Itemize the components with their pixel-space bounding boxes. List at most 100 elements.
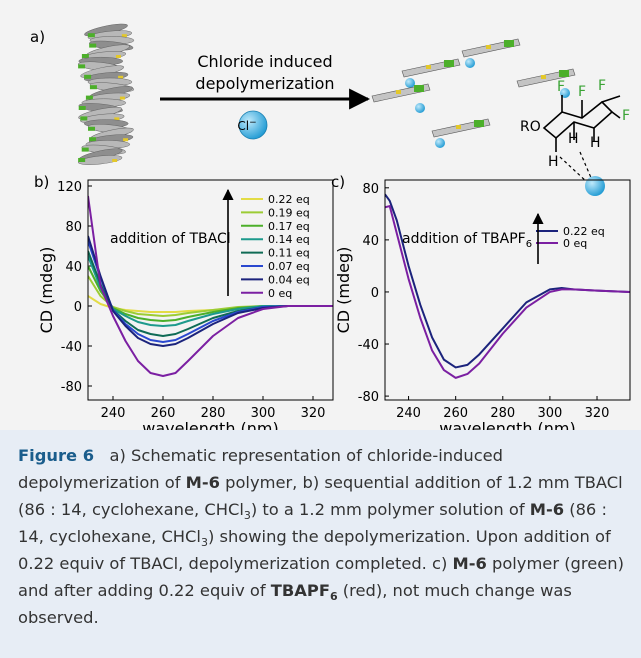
panel-label: b)	[34, 173, 49, 191]
struct-h: H	[568, 131, 579, 147]
monomer-yellow	[541, 75, 546, 79]
monomer-green	[504, 40, 514, 47]
helix-yellow	[123, 138, 129, 142]
annotation-sub: 6	[526, 239, 532, 250]
panel-label: a)	[30, 28, 45, 46]
y-tick-label: 120	[57, 180, 82, 195]
caption-bold: M-6	[185, 473, 220, 492]
plot-area	[385, 193, 630, 379]
monomer-ion	[435, 138, 445, 148]
series-line	[385, 205, 630, 379]
annotation-text: addition of TBAPF	[402, 231, 526, 247]
plot-frame	[87, 179, 334, 401]
ion-base: Cl	[237, 119, 249, 133]
ion-label: Cl−	[237, 118, 256, 133]
monomer-yellow	[486, 45, 491, 49]
x-tick-label: 300	[537, 406, 562, 421]
caption-bold: M-6	[529, 500, 565, 519]
x-tick-label: 280	[201, 406, 226, 421]
legend-label: 0 eq	[268, 287, 292, 300]
monomer-ion	[415, 103, 425, 113]
caption-plain: (red), not much change was observed.	[18, 581, 578, 627]
x-tick-label: 260	[151, 406, 176, 421]
legend-label: 0.11 eq	[268, 247, 310, 260]
y-tick-label: 40	[65, 260, 82, 275]
helix-green	[84, 74, 92, 79]
caption-boldsub: 6	[329, 590, 338, 603]
helix-yellow	[119, 96, 125, 100]
monomer-yellow	[426, 65, 431, 69]
h-bonds	[559, 151, 593, 184]
legend-label: 0.22 eq	[563, 225, 605, 238]
helix-yellow	[112, 159, 118, 162]
struct-f: F	[557, 79, 565, 95]
caption-plain: ) showing the depolymerization. Upon add…	[18, 527, 616, 573]
caption-plain: a) Schematic representation of chloride-…	[18, 446, 509, 492]
x-tick-label: 320	[585, 406, 610, 421]
y-axis-label: CD (mdeg)	[334, 247, 353, 334]
caption-plain: (86 : 14, cyclohexane, CHCl	[18, 500, 613, 546]
helix-green	[89, 43, 97, 48]
helix-green	[78, 64, 86, 69]
x-tick-label: 320	[301, 406, 326, 421]
helix-green	[78, 106, 86, 110]
panel-label: c)	[331, 173, 345, 191]
legend-label: 0.07 eq	[268, 260, 310, 273]
y-tick-label: -80	[61, 380, 82, 395]
monomer-ion	[465, 58, 475, 68]
helix-green	[78, 158, 86, 162]
arrow-text: Chloride induced	[197, 52, 332, 71]
legend-label: 0.14 eq	[268, 233, 310, 246]
arrow-text: depolymerization	[195, 74, 334, 93]
caption-plain: ) to a 1.2 mm polymer solution of	[250, 500, 530, 519]
struct-f: F	[598, 78, 606, 94]
struct-h: H	[590, 135, 601, 151]
caption-plain: polymer (green) and after adding 0.22 eq…	[18, 554, 630, 600]
legend-label: 0.19 eq	[268, 206, 310, 219]
struct-f: F	[578, 84, 586, 100]
helix-green	[87, 33, 95, 38]
helix-green	[81, 147, 89, 152]
monomer-yellow	[456, 125, 461, 129]
monomer-ion	[405, 78, 415, 88]
chloride-ion	[238, 110, 268, 140]
x-tick-label: 240	[101, 406, 126, 421]
bound-ion	[585, 176, 605, 196]
annotation: addition of TBACl	[110, 231, 231, 247]
monomer-green	[414, 85, 424, 92]
y-axis-label: CD (mdeg)	[37, 247, 56, 334]
monomer-green	[474, 120, 484, 127]
caption: Figure 6 a) Schematic representation of …	[0, 430, 641, 658]
helix-green	[80, 116, 88, 121]
caption-sub: 3	[200, 536, 208, 549]
helix-disc	[78, 155, 123, 165]
figure: a) Chloride induced depolymerization Cl− RO F…	[0, 0, 641, 430]
x-axis-label: wavelength (nm)	[142, 419, 279, 430]
legend-label: 0.04 eq	[268, 273, 310, 286]
chair-bonds	[555, 95, 621, 152]
ion-charge: −	[249, 118, 257, 128]
caption-label: Figure 6	[18, 446, 95, 465]
caption-plain: polymer, b) sequential addition of 1.2 m…	[18, 473, 628, 519]
x-axis-label: wavelength (nm)	[439, 419, 576, 430]
helix-yellow	[118, 75, 124, 79]
plot-area	[88, 195, 333, 377]
helix-yellow	[114, 117, 120, 121]
plot-frame	[384, 179, 631, 401]
y-tick-label: -40	[358, 338, 379, 353]
x-tick-label: 300	[251, 406, 276, 421]
helix-green	[89, 85, 97, 90]
struct-ro: RO	[520, 119, 541, 135]
caption-sub: 3	[243, 509, 251, 522]
struct-h: H	[548, 154, 559, 170]
helix-green	[89, 137, 97, 142]
monomer-green	[444, 60, 454, 67]
helix-yellow	[115, 55, 121, 58]
series-line	[385, 193, 630, 369]
helix-green	[85, 95, 93, 100]
annotation: addition of TBAPF6	[402, 231, 532, 250]
y-tick-label: 0	[74, 300, 82, 315]
helix-green	[88, 126, 96, 131]
series-line	[88, 195, 333, 377]
